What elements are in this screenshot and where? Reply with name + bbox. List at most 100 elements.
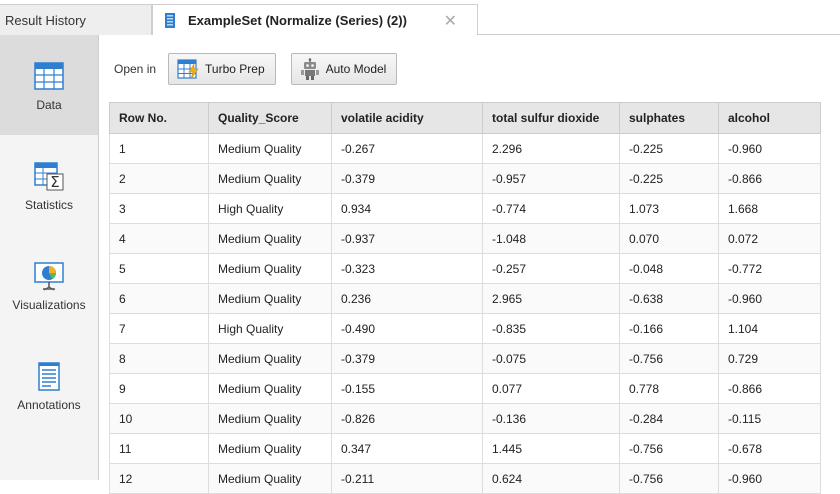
- auto-model-button[interactable]: Auto Model: [290, 53, 398, 85]
- sidebar-item-label: Annotations: [17, 398, 81, 412]
- close-icon[interactable]: ✕: [443, 13, 457, 30]
- table-cell: -0.136: [482, 403, 620, 434]
- table-cell: -0.638: [619, 283, 719, 314]
- tab-example-set[interactable]: ExampleSet (Normalize (Series) (2)) ✕: [152, 4, 478, 36]
- table-cell: 2.296: [482, 133, 620, 164]
- table-cell: -1.048: [482, 223, 620, 254]
- table-cell: -0.267: [331, 133, 483, 164]
- sidebar-item-annotations[interactable]: Annotations: [0, 335, 98, 435]
- table-row[interactable]: 11 Medium Quality 0.347 1.445 -0.756 -0.678: [109, 433, 821, 464]
- example-set-icon: [165, 13, 175, 28]
- column-header[interactable]: Quality_Score: [208, 102, 332, 134]
- table-cell: -0.225: [619, 163, 719, 194]
- table-cell: -0.756: [619, 433, 719, 464]
- table-cell: 0.729: [718, 343, 821, 374]
- table-cell: 0.624: [482, 463, 620, 494]
- table-cell: 9: [109, 373, 209, 404]
- table-cell: -0.756: [619, 463, 719, 494]
- sidebar-item-visualizations[interactable]: Visualizations: [0, 235, 98, 335]
- table-header-row: Row No. Quality_Score volatile acidity t…: [109, 102, 821, 134]
- table-cell: 0.070: [619, 223, 719, 254]
- table-cell: 0.934: [331, 193, 483, 224]
- data-view: Open in Turbo Prep: [99, 35, 840, 494]
- table-cell: -0.960: [718, 463, 821, 494]
- table-cell: -0.048: [619, 253, 719, 284]
- table-row[interactable]: 7 High Quality -0.490 -0.835 -0.166 1.104: [109, 313, 821, 344]
- table-cell: 0.077: [482, 373, 620, 404]
- column-header[interactable]: total sulfur dioxide: [482, 102, 620, 134]
- sidebar-item-data[interactable]: Data: [0, 35, 98, 135]
- table-cell: Medium Quality: [208, 283, 332, 314]
- table-cell: -0.835: [482, 313, 620, 344]
- table-row[interactable]: 6 Medium Quality 0.236 2.965 -0.638 -0.960: [109, 283, 821, 314]
- table-cell: 0.778: [619, 373, 719, 404]
- table-cell: 6: [109, 283, 209, 314]
- tab-example-set-label: ExampleSet (Normalize (Series) (2)): [188, 13, 407, 28]
- svg-text:Σ: Σ: [50, 173, 59, 191]
- table-cell: -0.323: [331, 253, 483, 284]
- table-row[interactable]: 4 Medium Quality -0.937 -1.048 0.070 0.072: [109, 223, 821, 254]
- table-cell: -0.772: [718, 253, 821, 284]
- table-cell: 1.104: [718, 313, 821, 344]
- table-cell: 12: [109, 463, 209, 494]
- table-cell: -0.075: [482, 343, 620, 374]
- column-header[interactable]: alcohol: [718, 102, 821, 134]
- table-cell: Medium Quality: [208, 223, 332, 254]
- table-cell: -0.166: [619, 313, 719, 344]
- sidebar-item-label: Statistics: [24, 198, 73, 212]
- result-tab-bar: Result History ExampleSet (Normalize (Se…: [0, 0, 840, 36]
- table-row[interactable]: 2 Medium Quality -0.379 -0.957 -0.225 -0.866: [109, 163, 821, 194]
- table-row[interactable]: 3 High Quality 0.934 -0.774 1.073 1.668: [109, 193, 821, 224]
- table-cell: High Quality: [208, 193, 332, 224]
- table-cell: Medium Quality: [208, 343, 332, 374]
- table-cell: -0.957: [482, 163, 620, 194]
- table-cell: -0.774: [482, 193, 620, 224]
- table-cell: 10: [109, 403, 209, 434]
- auto-model-label: Auto Model: [325, 62, 387, 76]
- table-cell: 0.072: [718, 223, 821, 254]
- table-row[interactable]: 9 Medium Quality -0.155 0.077 0.778 -0.866: [109, 373, 821, 404]
- table-cell: -0.225: [619, 133, 719, 164]
- column-header[interactable]: volatile acidity: [331, 102, 483, 134]
- column-header[interactable]: sulphates: [619, 102, 719, 134]
- table-cell: 3: [109, 193, 209, 224]
- table-cell: 0.347: [331, 433, 483, 464]
- table-cell: -0.115: [718, 403, 821, 434]
- table-row[interactable]: 1 Medium Quality -0.267 2.296 -0.225 -0.960: [109, 133, 821, 164]
- table-cell: Medium Quality: [208, 163, 332, 194]
- table-row[interactable]: 5 Medium Quality -0.323 -0.257 -0.048 -0.772: [109, 253, 821, 284]
- table-cell: -0.257: [482, 253, 620, 284]
- sidebar-item-statistics[interactable]: Σ Statistics: [0, 135, 98, 235]
- column-header[interactable]: Row No.: [109, 102, 209, 134]
- table-cell: -0.155: [331, 373, 483, 404]
- table-cell: 2: [109, 163, 209, 194]
- table-cell: -0.211: [331, 463, 483, 494]
- table-cell: High Quality: [208, 313, 332, 344]
- turbo-prep-label: Turbo Prep: [205, 62, 265, 76]
- table-cell: -0.379: [331, 343, 483, 374]
- visualizations-icon: [34, 262, 64, 291]
- table-row[interactable]: 10 Medium Quality -0.826 -0.136 -0.284 -0.115: [109, 403, 821, 434]
- robot-icon: [300, 58, 319, 80]
- table-cell: -0.284: [619, 403, 719, 434]
- table-cell: Medium Quality: [208, 253, 332, 284]
- table-row[interactable]: 8 Medium Quality -0.379 -0.075 -0.756 0.729: [109, 343, 821, 374]
- table-cell: 8: [109, 343, 209, 374]
- table-cell: 0.236: [331, 283, 483, 314]
- tab-result-history[interactable]: Result History: [0, 4, 152, 35]
- table-cell: -0.756: [619, 343, 719, 374]
- table-cell: -0.826: [331, 403, 483, 434]
- table-cell: -0.960: [718, 133, 821, 164]
- data-table-container: Row No. Quality_Score volatile acidity t…: [109, 102, 821, 494]
- turbo-prep-button[interactable]: Turbo Prep: [168, 53, 276, 85]
- table-row[interactable]: 12 Medium Quality -0.211 0.624 -0.756 -0.960: [109, 463, 821, 494]
- table-cell: Medium Quality: [208, 373, 332, 404]
- table-cell: 1: [109, 133, 209, 164]
- table-cell: 4: [109, 223, 209, 254]
- table-cell: 11: [109, 433, 209, 464]
- open-in-label: Open in: [114, 62, 157, 76]
- turbo-prep-icon: [177, 59, 199, 80]
- table-cell: 1.073: [619, 193, 719, 224]
- statistics-icon: Σ: [34, 162, 64, 191]
- table-cell: -0.866: [718, 163, 821, 194]
